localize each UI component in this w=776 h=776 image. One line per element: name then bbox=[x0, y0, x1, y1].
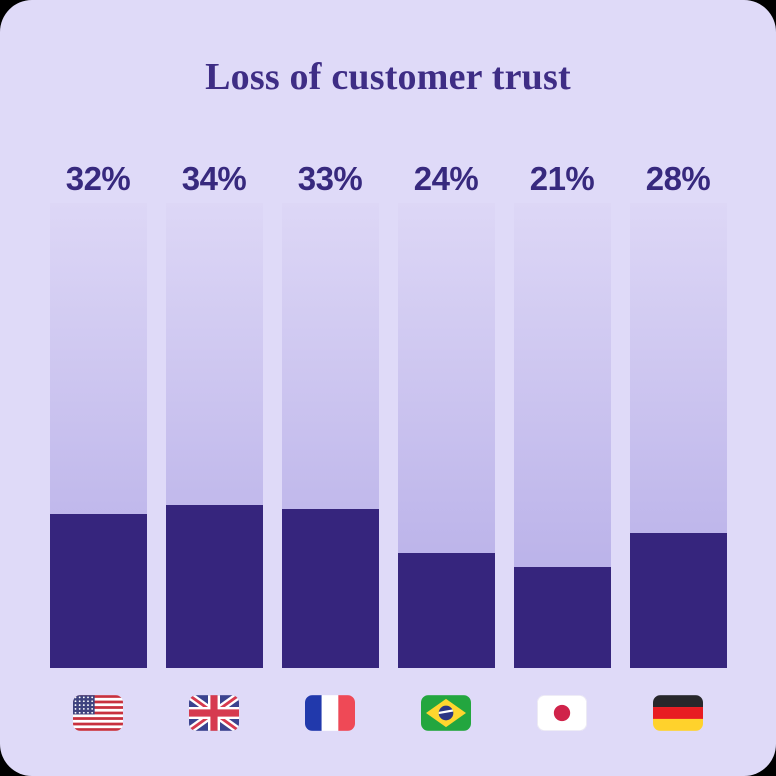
bar-value-label: 21% bbox=[529, 159, 595, 197]
chart-title: Loss of customer trust bbox=[205, 56, 571, 98]
us-flag-icon bbox=[73, 694, 123, 731]
bar-column: 28% bbox=[629, 159, 727, 731]
bar-track bbox=[397, 202, 495, 668]
jp-flag-icon bbox=[537, 694, 587, 731]
bar-column: 32% bbox=[49, 159, 147, 731]
br-flag-icon bbox=[421, 694, 471, 731]
bar-fill bbox=[49, 514, 147, 668]
bar-value-label: 24% bbox=[413, 159, 479, 197]
de-flag-icon bbox=[653, 694, 703, 731]
bar-column: 34% bbox=[165, 159, 263, 731]
bar-fill bbox=[513, 566, 611, 668]
bar-column: 24% bbox=[397, 159, 495, 731]
bar-fill bbox=[629, 533, 727, 668]
bar-fill bbox=[281, 509, 379, 668]
bar-chart: 32% 34% 33% 24% 21% 28% bbox=[49, 159, 727, 731]
bar-value-label: 34% bbox=[181, 159, 247, 197]
bar-track bbox=[629, 202, 727, 668]
bar-value-label: 28% bbox=[645, 159, 711, 197]
gb-flag-icon bbox=[189, 694, 239, 731]
bar-fill bbox=[397, 552, 495, 668]
bar-value-label: 32% bbox=[65, 159, 131, 197]
fr-flag-icon bbox=[305, 694, 355, 731]
bar-track bbox=[49, 202, 147, 668]
bar-value-label: 33% bbox=[297, 159, 363, 197]
bar-track bbox=[165, 202, 263, 668]
bar-track bbox=[513, 202, 611, 668]
bar-column: 33% bbox=[281, 159, 379, 731]
bar-track bbox=[281, 202, 379, 668]
bar-fill bbox=[165, 504, 263, 668]
bar-column: 21% bbox=[513, 159, 611, 731]
